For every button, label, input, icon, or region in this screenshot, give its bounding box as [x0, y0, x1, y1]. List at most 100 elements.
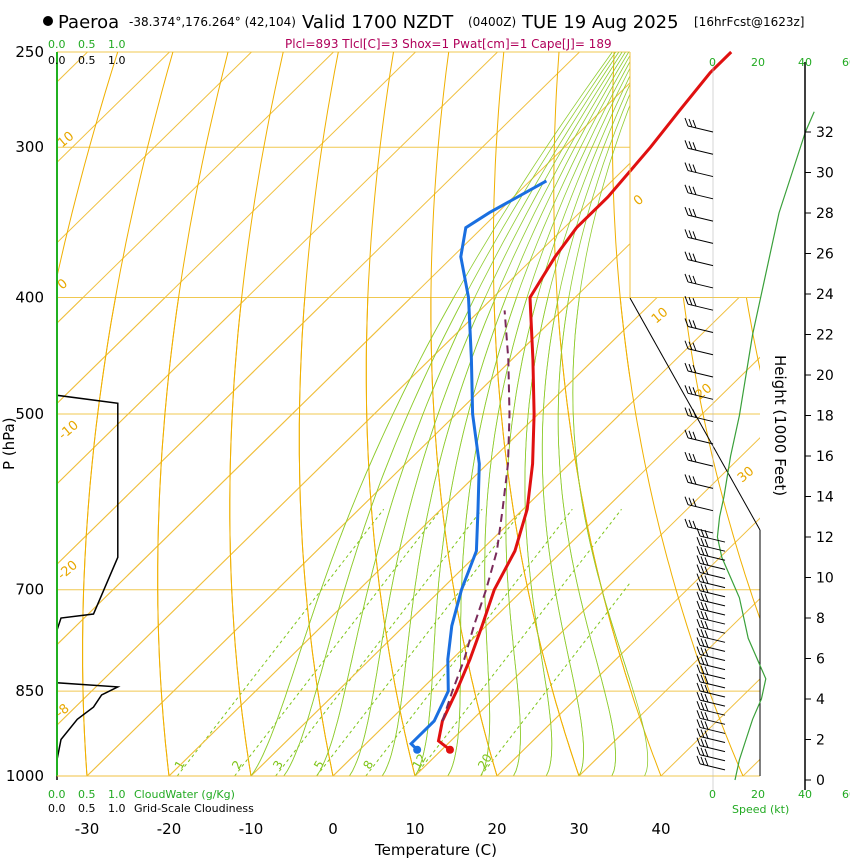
- wind-barb: [696, 655, 726, 671]
- p-tick-label: 300: [15, 138, 44, 156]
- speed-bottom-tick-1: 20: [751, 788, 765, 801]
- wind-barb: [696, 746, 726, 762]
- height-tick-label: 10: [816, 571, 834, 587]
- wind-barb: [684, 140, 714, 155]
- moist-adiabat: [381, 298, 496, 776]
- wind-panel: [684, 62, 815, 790]
- speed-label: Speed (kt): [732, 803, 789, 816]
- height-tick-label: 28: [816, 206, 834, 222]
- header-coords: -38.374°,176.264° (42,104): [129, 15, 296, 29]
- dry-adiabat-label: 20: [693, 381, 715, 403]
- dry-adiabat-label: 30: [735, 464, 757, 486]
- wind-barb: [696, 564, 726, 579]
- p-tick-label: 700: [15, 581, 44, 599]
- height-tick-label: 30: [816, 166, 834, 182]
- moist-adiabat: [316, 298, 475, 776]
- wind-barb: [696, 555, 726, 570]
- dry-adiabat: [430, 298, 498, 776]
- mixing-ratio-label: 2: [229, 758, 245, 772]
- wind-barb: [696, 536, 726, 552]
- mixing-ratio-line: [316, 508, 524, 776]
- cl-top-tick-2: 1.0: [108, 54, 126, 67]
- height-tick-label: 14: [816, 490, 834, 506]
- height-tick-label: 6: [816, 652, 825, 668]
- dry-adiabat: [229, 298, 252, 776]
- speed-top-tick-2: 40: [798, 56, 812, 69]
- series-parcel: [441, 310, 511, 722]
- cw-bottom-tick-1: 0.5: [78, 788, 96, 801]
- moist-adiabat: [505, 298, 538, 776]
- mixing-ratio-line: [480, 582, 630, 776]
- wind-barb: [696, 701, 726, 716]
- mixing-ratio-line: [176, 508, 385, 776]
- speed-bottom-tick-0: 0: [709, 788, 716, 801]
- wind-barb: [696, 646, 726, 662]
- cw-top-tick-0: 0.0: [48, 38, 66, 51]
- t-tick-label: 10: [405, 820, 424, 838]
- isotherm: [57, 298, 330, 565]
- wind-barb: [684, 451, 714, 467]
- dry-adiabat: [157, 298, 180, 776]
- dry-adiabat: [833, 31, 850, 802]
- isotherm: [57, 52, 416, 405]
- header-location: Paeroa: [58, 12, 119, 33]
- moist-adiabat: [447, 298, 517, 776]
- p-tick-label: 250: [15, 43, 44, 61]
- dry-adiabat: [298, 52, 339, 776]
- t-tick-label: 20: [487, 820, 506, 838]
- cl-bottom-tick-0: 0.0: [48, 802, 66, 815]
- mixing-ratio-line: [234, 508, 442, 776]
- moist-adiabat: [524, 298, 553, 776]
- wind-barb: [696, 710, 726, 725]
- t-tick-label: 30: [569, 820, 588, 838]
- wind-barb: [696, 619, 726, 634]
- height-tick-label: 12: [816, 530, 834, 546]
- wind-barb: [696, 546, 726, 561]
- wind-barb: [696, 591, 726, 607]
- location-dot-icon: [43, 16, 53, 26]
- t-tick-label: 0: [328, 820, 338, 838]
- height-tick-label: 18: [816, 409, 834, 425]
- dry-adiabat: [493, 298, 580, 776]
- wind-barb: [696, 737, 726, 753]
- sounding-series: [408, 50, 733, 754]
- wind-barb: [696, 673, 726, 689]
- isotherm: [57, 298, 248, 485]
- dry-adiabat: [833, 31, 850, 802]
- dry-adiabat: [57, 52, 119, 279]
- mixing-ratio-label: 8: [360, 758, 376, 772]
- wind-barb: [696, 664, 726, 680]
- cw-top-tick-1: 0.5: [78, 38, 96, 51]
- mixing-ratio-line: [414, 508, 622, 776]
- moist-adiabat: [541, 298, 584, 776]
- surface-dewpoint-marker: [413, 745, 422, 754]
- p-tick-label: 500: [15, 405, 44, 423]
- speed-top-tick-0: 0: [709, 56, 716, 69]
- height-tick-label: 2: [816, 733, 825, 749]
- height-tick-label: 8: [816, 611, 825, 627]
- cw-top-tick-2: 1.0: [108, 38, 126, 51]
- dry-adiabat-label: 10: [649, 305, 671, 327]
- cl-bottom-tick-2: 1.0: [108, 802, 126, 815]
- wind-barb: [684, 162, 714, 178]
- wind-barb: [696, 637, 726, 652]
- isotherm: [168, 298, 658, 776]
- dry-adiabat: [82, 298, 116, 776]
- moist-adiabat: [557, 298, 617, 776]
- header-forecast: [16hrFcst@1623z]: [694, 15, 804, 29]
- wind-barb: [684, 117, 714, 133]
- wind-barb: [696, 573, 726, 589]
- wind-barb: [696, 682, 726, 698]
- dry-adiabat: [157, 52, 229, 776]
- wind-barb: [696, 609, 726, 625]
- height-tick-label: 22: [816, 328, 834, 344]
- wind-speed-line: [716, 111, 815, 781]
- wind-barb: [696, 728, 726, 744]
- wind-barb: [684, 496, 714, 512]
- isotherm: [250, 298, 740, 776]
- wind-barb: [684, 340, 714, 356]
- isotherm: [57, 298, 412, 646]
- cloud-water-label: CloudWater (g/Kg): [134, 788, 235, 801]
- wind-barb: [684, 362, 714, 378]
